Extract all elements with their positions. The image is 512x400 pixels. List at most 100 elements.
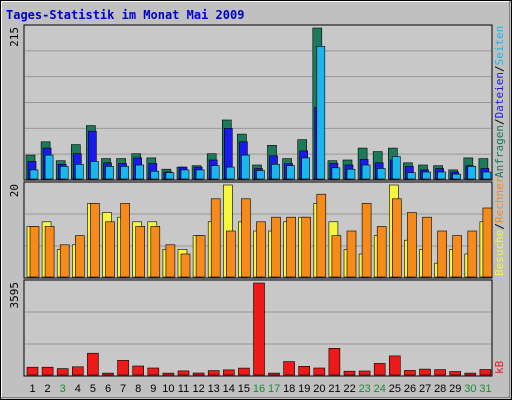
x-tick-label: 23	[359, 383, 371, 395]
x-tick-label: 25	[389, 383, 401, 395]
bar-requests-seiten-day-28	[437, 171, 446, 180]
bar-kb-kb-day-23	[358, 370, 371, 376]
x-tick-label: 17	[268, 383, 280, 395]
bar-kb-kb-day-17	[268, 372, 280, 376]
bar-kb-kb-day-24	[373, 363, 386, 376]
series-label-visits: Besuche/Rechner	[493, 176, 506, 276]
x-tick-label: 21	[328, 383, 340, 395]
bar-requests-seiten-day-12	[195, 169, 205, 180]
bar-kb-kb-day-19	[298, 365, 311, 376]
bar-visits-rechner-day-11	[180, 253, 191, 278]
x-tick-label: 10	[162, 383, 174, 395]
y-max-label-kb: 3595	[8, 282, 21, 309]
series-label-part: Seiten	[493, 26, 506, 66]
bar-visits-rechner-day-14	[226, 230, 236, 278]
x-tick-label: 9	[150, 383, 156, 395]
x-tick-label: 5	[90, 383, 96, 395]
bar-kb-kb-day-15	[238, 367, 250, 376]
x-tick-label: 4	[75, 383, 81, 395]
bar-kb-kb-day-16	[253, 282, 265, 376]
bar-kb-kb-day-1	[26, 366, 39, 376]
bar-kb-kb-day-30	[464, 372, 477, 376]
x-tick-label: 22	[343, 383, 355, 395]
bar-requests-seiten-day-26	[407, 172, 416, 180]
bar-visits-rechner-day-17	[271, 216, 281, 278]
x-tick-label: 29	[449, 383, 461, 395]
y-max-label-requests: 215	[8, 27, 21, 47]
series-label-part: Besuche	[493, 230, 506, 276]
bar-kb-kb-day-11	[177, 370, 190, 376]
bar-visits-rechner-day-22	[346, 230, 357, 278]
bar-visits-rechner-day-20	[316, 193, 327, 278]
bar-visits-rechner-day-13	[210, 198, 221, 278]
bar-visits-rechner-day-25	[391, 198, 402, 278]
bar-requests-seiten-day-17	[271, 164, 280, 180]
x-tick-label: 11	[178, 383, 189, 395]
x-tick-label: 24	[374, 383, 386, 395]
panel-visits: 20 Besuche/Rechner	[8, 176, 506, 279]
bar-requests-seiten-day-20	[316, 45, 326, 180]
x-axis-ticks: 1 2 3 4 5 6 7 8 9 10 11 12 13 14 15 16 17 18 19 20 21 22 23 24 2…	[29, 383, 491, 395]
bar-visits-rechner-day-4	[75, 235, 85, 278]
series-label-part: /	[493, 118, 506, 125]
bar-kb-kb-day-20	[313, 367, 326, 376]
bar-visits-rechner-day-8	[135, 226, 145, 278]
series-label-requests: Anfragen/Dateien/Seiten	[493, 26, 506, 178]
x-tick-label: 14	[223, 383, 235, 395]
x-tick-label: 8	[135, 383, 141, 395]
series-label-part: Anfragen	[493, 125, 506, 178]
bar-visits-rechner-day-23	[361, 203, 372, 278]
bar-requests-seiten-day-19	[301, 157, 311, 180]
bar-requests-seiten-day-11	[180, 169, 190, 180]
x-tick-label: 12	[192, 383, 204, 395]
bar-requests-seiten-day-13	[210, 165, 220, 180]
bar-visits-rechner-day-1	[29, 226, 40, 278]
x-tick-label: 1	[29, 383, 35, 395]
bar-kb-kb-day-18	[283, 361, 295, 376]
x-tick-label: 19	[298, 383, 310, 395]
bar-visits-rechner-day-27	[422, 216, 432, 278]
bar-visits-rechner-day-26	[407, 212, 417, 278]
x-tick-label: 2	[45, 383, 51, 395]
series-label-part: kB	[493, 360, 506, 374]
bar-requests-seiten-day-15	[241, 154, 250, 180]
bar-requests-seiten-day-30	[467, 166, 477, 180]
bar-requests-seiten-day-10	[165, 172, 175, 180]
bar-visits-rechner-day-10	[165, 244, 176, 278]
x-tick-label: 3	[60, 383, 66, 395]
bar-requests-seiten-day-14	[226, 166, 235, 180]
bar-kb-kb-day-8	[132, 365, 144, 376]
bar-requests-seiten-day-4	[75, 164, 84, 180]
bar-visits-rechner-day-24	[376, 226, 387, 278]
bar-kb-kb-day-31	[479, 369, 492, 376]
series-label-part: /	[493, 65, 506, 72]
bar-requests-seiten-day-21	[331, 167, 341, 180]
bar-kb-kb-day-28	[434, 369, 446, 376]
bar-visits-rechner-day-28	[437, 230, 447, 278]
x-tick-label: 20	[313, 383, 325, 395]
x-tick-label: 27	[419, 383, 431, 395]
bar-requests-seiten-day-24	[376, 168, 386, 180]
x-tick-label: 7	[120, 383, 126, 395]
bar-requests-seiten-day-2	[44, 154, 54, 180]
bar-requests-seiten-day-18	[286, 165, 295, 180]
bar-kb-kb-day-26	[404, 370, 416, 376]
bar-kb-kb-day-29	[449, 371, 462, 376]
bar-kb-kb-day-6	[102, 372, 114, 376]
bar-kb-kb-day-27	[419, 368, 431, 376]
panel-requests: 215 Anfragen/Dateien/Seiten	[8, 24, 506, 181]
bar-visits-rechner-day-18	[286, 216, 296, 278]
bar-kb-kb-day-13	[207, 370, 220, 376]
bar-requests-seiten-day-25	[391, 156, 401, 180]
x-tick-label: 15	[238, 383, 250, 395]
bar-visits-rechner-day-21	[331, 235, 342, 278]
bar-requests-seiten-day-31	[482, 171, 492, 180]
bar-kb-kb-day-22	[343, 370, 356, 376]
bar-visits-rechner-day-16	[256, 221, 266, 278]
bar-visits-rechner-day-19	[301, 216, 312, 278]
bar-kb-kb-day-2	[41, 366, 54, 376]
series-label-part: /	[493, 223, 506, 230]
bar-requests-seiten-day-1	[29, 169, 39, 180]
x-tick-label: 18	[283, 383, 295, 395]
